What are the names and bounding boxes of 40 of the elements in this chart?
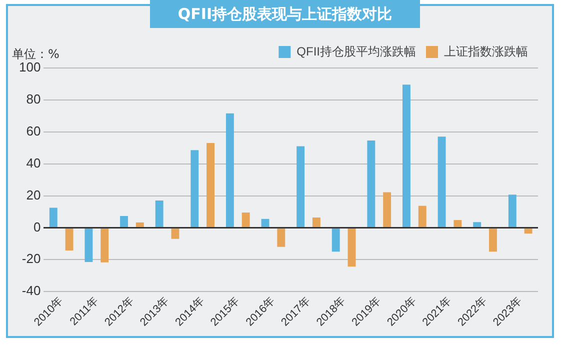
bar [524, 228, 532, 234]
y-tick-label: 100 [18, 60, 41, 75]
bar [49, 208, 58, 227]
bar [84, 228, 93, 262]
chart-title: QFII持仓股表现与上证指数对比 [150, 0, 420, 28]
bar [367, 140, 376, 227]
bar [348, 228, 356, 267]
y-axis-title: 单位：% [12, 46, 60, 62]
bar [206, 143, 214, 227]
bar [332, 228, 340, 252]
bar [65, 228, 74, 251]
y-tick-label: 60 [26, 123, 41, 138]
y-tick-label: 20 [26, 187, 41, 202]
bar [277, 228, 286, 247]
bar [473, 222, 482, 227]
bar [296, 146, 305, 227]
bar [454, 220, 462, 227]
y-tick-label: 80 [26, 92, 41, 107]
bar [508, 194, 516, 227]
bar [155, 200, 164, 227]
bar [120, 216, 128, 227]
bar [242, 212, 250, 227]
y-tick-label: -40 [22, 283, 41, 298]
bar [261, 218, 270, 227]
legend-label: QFII持仓股平均涨跌幅 [296, 44, 416, 58]
bar [312, 217, 320, 227]
bar [402, 84, 410, 227]
bar [136, 222, 144, 227]
y-tick-label: 0 [33, 219, 41, 234]
y-tick-label: -20 [22, 251, 41, 266]
y-tick-label: 40 [26, 155, 41, 170]
bar [226, 113, 234, 227]
bar [190, 150, 199, 227]
legend-label: 上证指数涨跌幅 [444, 44, 528, 58]
bar [383, 192, 392, 227]
bar [489, 228, 497, 252]
bar [171, 228, 180, 239]
bar [438, 136, 446, 227]
bar [418, 206, 426, 227]
bar [100, 228, 109, 262]
